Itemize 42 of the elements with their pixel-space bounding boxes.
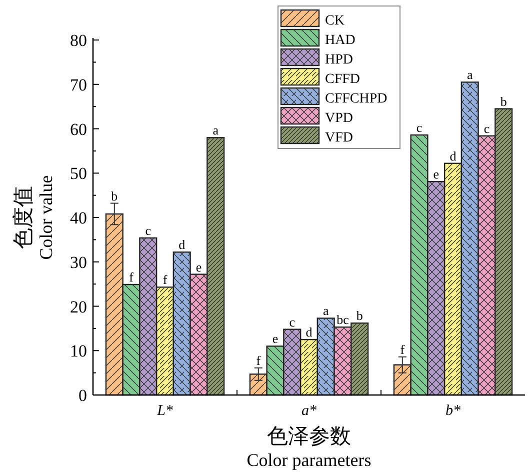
y-tick-label: 80 [70, 31, 87, 50]
y-tick-label: 40 [70, 208, 87, 228]
data-label: b [111, 188, 118, 204]
legend-label: CFFD [325, 72, 360, 87]
data-label: a [466, 67, 473, 82]
legend-label: CK [325, 14, 344, 28]
legend-label: HPD [325, 52, 354, 68]
y-tick-label: 20 [70, 297, 87, 316]
x-tick-label: a* [302, 403, 317, 419]
data-label: f [400, 342, 406, 357]
y-tick-label: 60 [70, 120, 87, 139]
y-tick-label: 10 [70, 342, 87, 361]
legend-label: VFD [325, 130, 354, 146]
data-label: f [162, 272, 168, 288]
data-label: f [129, 270, 134, 285]
x-axis-title: 色泽参数 Color parameters [246, 424, 372, 470]
y-tick-label: 50 [70, 164, 87, 184]
data-label: e [272, 331, 278, 346]
legend-label: CFFCHPD [325, 92, 388, 106]
y-tick-label: 70 [70, 75, 87, 94]
legend-label: VPD [325, 111, 354, 126]
data-label: a [322, 303, 329, 318]
data-label: b [356, 308, 363, 324]
data-label: c [484, 120, 490, 136]
data-label: f [256, 352, 262, 368]
data-label: a [212, 122, 219, 138]
data-label: c [289, 314, 296, 330]
data-label: d [450, 148, 457, 164]
data-label: e [433, 166, 440, 182]
data-label: c [416, 120, 422, 135]
data-label: d [306, 324, 313, 340]
data-label: c [145, 222, 152, 238]
x-tick-label: L* [156, 403, 174, 419]
data-label: e [196, 259, 202, 274]
y-tick-label: 30 [70, 252, 87, 272]
y-axis-title: 色度值 Color value [11, 175, 56, 260]
data-label: b [500, 94, 507, 109]
x-tick-label: b* [446, 403, 461, 419]
data-label: bc [336, 312, 350, 328]
y-tick-label: 0 [78, 386, 87, 405]
legend-label: HAD [325, 33, 356, 48]
data-label: d [178, 237, 186, 252]
